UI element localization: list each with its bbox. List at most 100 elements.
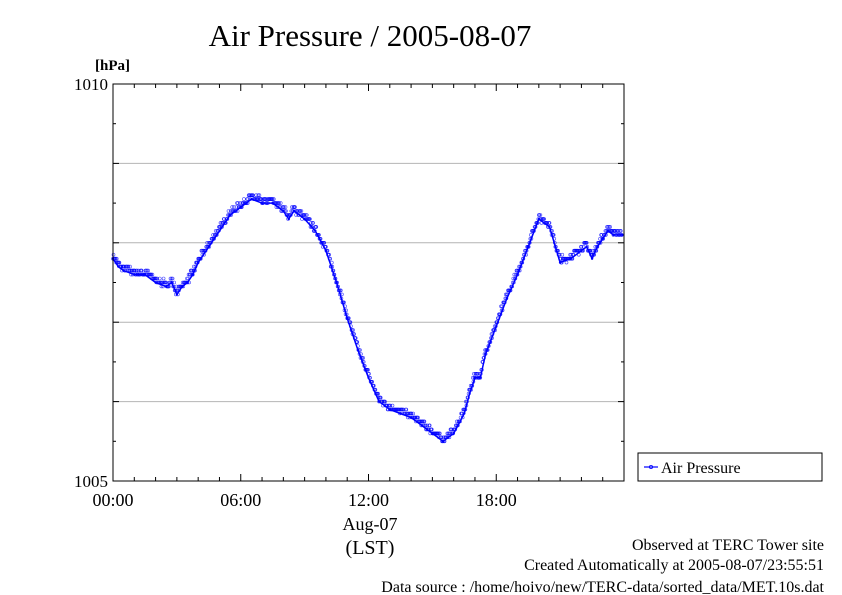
- data-point-air-pressure: [303, 217, 306, 221]
- sample-marker: [169, 276, 174, 281]
- data-point-air-pressure: [228, 213, 232, 217]
- sample-marker: [283, 205, 288, 209]
- sample-marker: [154, 276, 158, 281]
- sample-marker: [122, 264, 126, 269]
- sample-marker: [376, 391, 380, 396]
- sample-marker: [117, 260, 122, 265]
- data-point-air-pressure: [367, 376, 370, 379]
- sample-marker: [538, 213, 543, 217]
- sample-marker: [542, 217, 547, 221]
- sample-marker: [302, 213, 307, 217]
- sample-marker: [146, 268, 150, 273]
- data-point-air-pressure: [191, 273, 194, 276]
- data-point-air-pressure: [585, 245, 588, 248]
- sample-marker: [186, 272, 191, 277]
- data-point-air-pressure: [612, 233, 615, 237]
- sample-marker: [126, 264, 131, 269]
- sample-marker: [436, 431, 441, 436]
- x-tick-label-1800: 18:00: [476, 490, 517, 510]
- data-point-air-pressure: [388, 408, 391, 411]
- series-line-air-pressure: [112, 198, 623, 443]
- sample-marker: [303, 213, 308, 217]
- sample-marker: [128, 264, 132, 269]
- data-point-air-pressure: [516, 273, 519, 276]
- sample-marker: [139, 268, 144, 273]
- sample-marker: [232, 205, 236, 209]
- sample-marker: [298, 209, 303, 213]
- legend-box: [637, 452, 823, 482]
- x-tick-label-1200: 12:00: [348, 490, 389, 510]
- x-axis-date-label: Aug-07: [343, 514, 398, 534]
- data-point-air-pressure: [356, 348, 360, 352]
- observed-note: Observed at TERC Tower site: [632, 537, 824, 554]
- data-point-air-pressure: [590, 257, 594, 260]
- sample-marker: [607, 225, 611, 229]
- sample-marker: [220, 225, 224, 229]
- data-point-air-pressure: [558, 261, 562, 264]
- sample-marker: [149, 272, 154, 277]
- data-point-air-pressure: [143, 273, 147, 276]
- sample-marker: [569, 252, 574, 257]
- sample-marker: [225, 217, 230, 221]
- sample-marker: [228, 209, 233, 213]
- data-point-air-pressure: [154, 281, 157, 284]
- sample-marker: [309, 221, 313, 225]
- data-point-air-pressure: [170, 281, 173, 284]
- sample-marker: [411, 411, 416, 416]
- legend-marker-swatch: [649, 464, 654, 469]
- sample-marker: [213, 229, 218, 233]
- sample-marker: [409, 411, 414, 416]
- data-point-air-pressure: [260, 201, 264, 205]
- sample-marker: [425, 423, 429, 428]
- data-point-air-pressure: [537, 217, 540, 221]
- sample-marker: [439, 435, 444, 440]
- chart-title: Air Pressure / 2005-08-07: [209, 18, 532, 53]
- data-point-air-pressure: [250, 197, 253, 201]
- created-note: Created Automatically at 2005-08-07/23:5…: [524, 557, 824, 574]
- data-point-air-pressure: [420, 424, 423, 427]
- data-point-air-pressure: [186, 281, 189, 284]
- sample-marker: [445, 431, 450, 436]
- sample-marker: [278, 201, 283, 205]
- data-point-air-pressure: [239, 205, 242, 209]
- x-axis-title: (LST): [346, 537, 395, 559]
- sample-marker: [161, 276, 166, 281]
- sample-marker: [618, 229, 623, 233]
- data-point-air-pressure: [505, 297, 509, 300]
- sample-marker: [277, 201, 281, 205]
- sample-marker: [422, 419, 427, 424]
- sample-marker: [299, 209, 304, 213]
- sample-marker: [383, 399, 387, 404]
- sample-marker: [407, 411, 411, 416]
- sample-marker: [537, 213, 542, 217]
- sample-marker: [158, 276, 162, 281]
- sample-marker: [293, 205, 297, 209]
- sample-marker: [282, 205, 286, 209]
- sample-marker: [170, 276, 175, 281]
- sample-marker: [308, 217, 312, 221]
- sample-marker: [284, 209, 288, 213]
- sample-marker: [201, 248, 206, 253]
- sample-marker: [271, 197, 276, 201]
- sample-marker: [584, 241, 589, 245]
- sample-marker: [429, 427, 434, 432]
- sample-marker: [322, 241, 327, 245]
- y-axis-unit-label: [hPa]: [95, 58, 130, 74]
- data-point-air-pressure: [197, 261, 200, 264]
- data-point-air-pressure: [271, 201, 274, 205]
- sample-marker: [114, 256, 119, 261]
- data-point-air-pressure: [441, 440, 445, 443]
- data-point-air-pressure: [292, 209, 296, 213]
- sample-marker: [145, 268, 149, 273]
- sample-marker: [511, 276, 516, 281]
- sample-marker: [606, 225, 610, 229]
- sample-marker: [150, 272, 155, 277]
- sample-marker: [311, 221, 315, 225]
- sample-marker: [564, 260, 569, 265]
- sample-marker: [441, 439, 445, 444]
- sample-marker: [420, 419, 425, 424]
- data-source-note: Data source : /home/hoivo/new/TERC-data/…: [381, 579, 824, 595]
- plot-area: [111, 193, 624, 444]
- y-tick-label-1010: 1010: [74, 75, 108, 94]
- data-point-air-pressure: [133, 273, 136, 276]
